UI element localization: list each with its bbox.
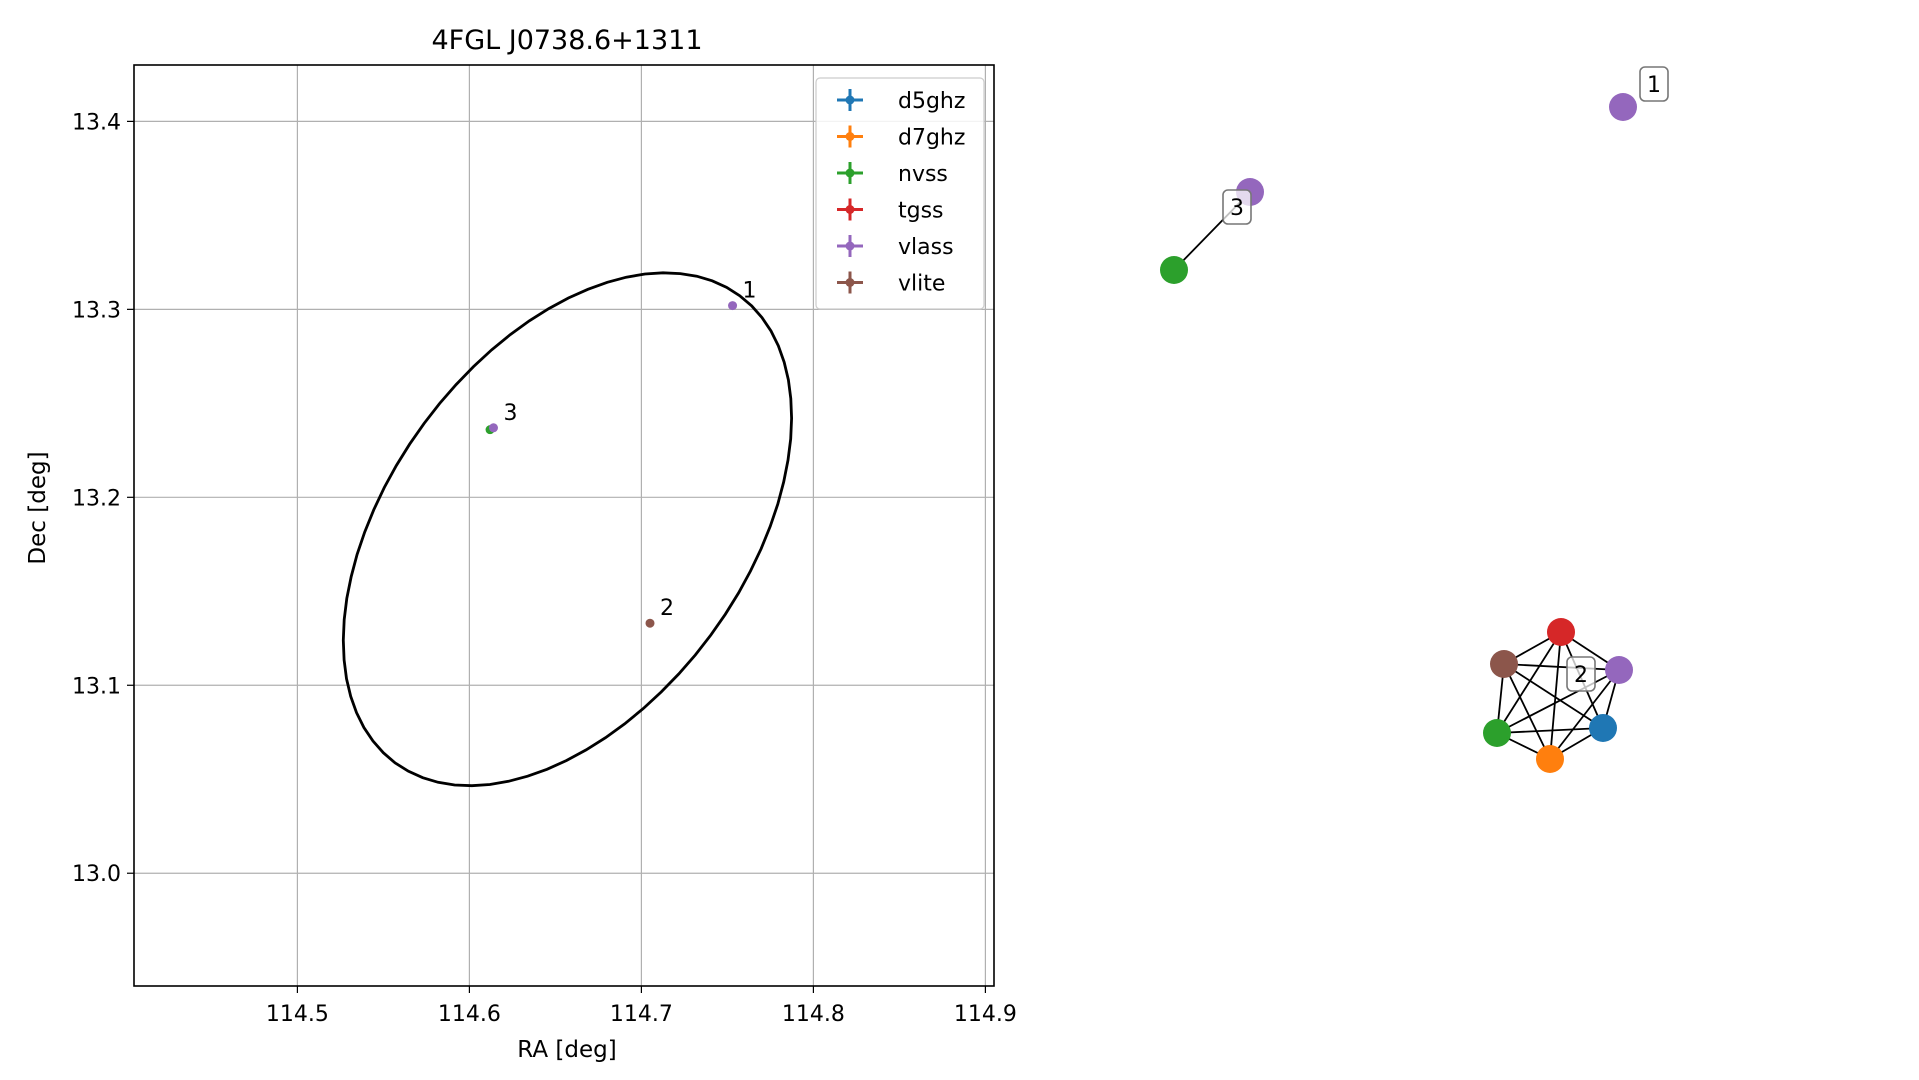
y-tick-label: 13.3 [72,298,121,323]
legend-entry-vlite: vlite [837,271,945,297]
network-node-d5ghz [1589,714,1617,742]
group-label: 3 [1222,189,1252,225]
y-tick-label: 13.2 [72,486,121,511]
group-label: 2 [1566,656,1596,692]
legend-marker-dot [845,168,855,178]
legend-marker-dot [845,278,855,287]
network-node-vlite [1490,650,1518,678]
group-label-box [1222,189,1252,225]
x-tick-label: 114.5 [266,1002,329,1027]
points-layer [485,301,738,628]
uncertainty-ellipse-layer [341,271,794,788]
network-edge [1503,663,1620,671]
edges-layer [1173,191,1620,760]
network-node-nvss [1483,719,1511,747]
point-vlass [728,301,738,311]
legend-marker-dot [845,132,855,141]
chart-title: 4FGL J0738.6+1311 [431,25,702,56]
x-tick-label: 114.6 [438,1002,501,1027]
uncertainty-ellipse [341,271,794,788]
legend-label: tgss [898,199,944,224]
plot-frame [133,64,995,987]
legend-entry-d5ghz: d5ghz [837,89,965,114]
legend: d5ghz d7ghz nvss tgss vlass vlite [815,77,985,310]
network-node-vlass [1605,656,1633,684]
network-edge [1496,727,1604,734]
ticks-layer: 114.5 114.6 114.7 114.8 114.9 13.0 13.1 13.2 13.… [72,110,1017,1027]
network-edge [1496,631,1562,734]
legend-entry-nvss: nvss [837,162,948,187]
x-tick-label: 114.9 [954,1002,1017,1027]
legend-marker-dot [845,205,855,214]
network-edge [1503,663,1604,729]
group-label: 1 [1639,66,1669,102]
legend-label: d7ghz [898,126,965,151]
point-vlass [488,423,498,433]
network-edge [1549,631,1562,760]
x-tick-label: 114.8 [782,1002,845,1027]
network-node-n3b [1160,256,1188,284]
point-vlite [645,618,655,628]
network-edge [1496,669,1620,734]
network-node-tgss [1547,618,1575,646]
legend-entry-vlass: vlass [837,235,954,260]
network-edge [1549,669,1620,760]
group-label-box [1639,66,1669,102]
network-panel: 1 2 3 [1160,66,1669,773]
group-label-text: 2 [1574,663,1588,688]
group-label-text: 3 [1230,196,1244,221]
network-node-n1 [1609,93,1637,121]
x-axis-label: RA [deg] [517,1037,616,1063]
network-node-d7ghz [1536,745,1564,773]
source-label: 2 [660,596,674,621]
legend-label: vlass [898,235,954,260]
scatter-panel: 1 2 3 114.5 114.6 114.7 114.8 114.9 13.0 13.1 13.… [25,25,1017,1063]
group-label-box [1566,656,1596,692]
group-labels-layer: 1 2 3 [1222,66,1669,692]
x-tick-label: 114.7 [610,1002,673,1027]
legend-entry-d7ghz: d7ghz [837,125,965,151]
y-tick-label: 13.4 [72,110,121,135]
legend-label: vlite [898,272,945,297]
network-edge [1503,663,1551,760]
legend-label: nvss [898,162,948,187]
legend-entry-tgss: tgss [837,198,944,224]
legend-marker-dot [845,241,855,251]
source-label: 1 [743,279,757,304]
source-label: 3 [503,401,517,426]
source-labels-layer: 1 2 3 [503,279,756,622]
legend-marker-dot [845,95,855,105]
y-tick-label: 13.0 [72,862,121,887]
group-label-text: 1 [1647,73,1661,98]
legend-label: d5ghz [898,89,965,114]
y-axis-label: Dec [deg] [25,451,51,564]
y-tick-label: 13.1 [72,674,121,699]
